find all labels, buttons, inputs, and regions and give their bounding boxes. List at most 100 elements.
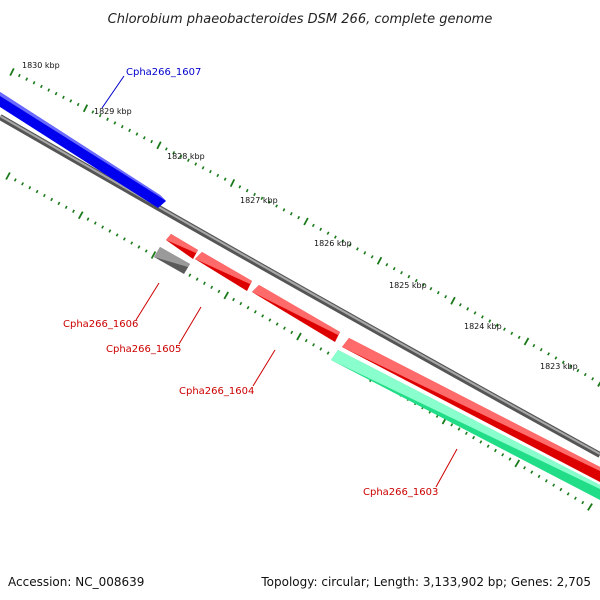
minor-tick bbox=[544, 479, 548, 483]
minor-tick bbox=[268, 318, 272, 322]
kbp-label: 1824 kbp bbox=[464, 322, 502, 331]
minor-tick bbox=[450, 423, 454, 427]
minor-tick bbox=[583, 372, 587, 377]
minor-tick bbox=[86, 217, 90, 221]
minor-tick bbox=[494, 448, 497, 453]
minor-tick bbox=[554, 356, 558, 360]
minor-tick bbox=[209, 169, 212, 174]
minor-tick bbox=[464, 431, 468, 435]
minor-tick bbox=[35, 189, 39, 194]
minor-tick bbox=[253, 192, 256, 197]
minor-tick bbox=[282, 208, 286, 212]
minor-tick bbox=[591, 377, 595, 381]
minor-tick bbox=[311, 223, 315, 228]
minor-tick bbox=[530, 470, 534, 474]
minor-tick bbox=[253, 310, 257, 314]
minor-tick bbox=[64, 205, 68, 209]
minor-tick bbox=[106, 117, 109, 121]
minor-tick bbox=[517, 335, 521, 340]
minor-tick bbox=[289, 212, 293, 216]
inner-tick-ring bbox=[5, 172, 593, 511]
minor-tick bbox=[356, 247, 359, 251]
minor-tick bbox=[319, 347, 323, 351]
minor-tick bbox=[188, 273, 192, 277]
minor-tick bbox=[120, 124, 124, 129]
minor-tick bbox=[574, 496, 577, 500]
gene-label-cpha266-1605[interactable]: Cpha266_1605 bbox=[106, 344, 181, 355]
minor-tick bbox=[223, 177, 227, 181]
minor-tick bbox=[458, 303, 462, 307]
minor-tick bbox=[144, 249, 148, 253]
minor-tick bbox=[457, 427, 461, 431]
minor-tick bbox=[32, 81, 36, 85]
minor-tick bbox=[559, 487, 563, 492]
minor-tick bbox=[348, 243, 352, 247]
kbp-label: 1826 kbp bbox=[314, 239, 352, 248]
minor-tick bbox=[186, 158, 190, 162]
gene-label-cpha266-1604[interactable]: Cpha266_1604 bbox=[179, 386, 254, 397]
minor-tick bbox=[501, 453, 505, 457]
minor-tick bbox=[98, 113, 102, 118]
major-tick bbox=[82, 104, 89, 113]
kbp-label: 1830 kbp bbox=[22, 61, 60, 70]
minor-tick bbox=[25, 77, 29, 81]
kbp-labels: 1830 kbp 1829 kbp 1828 kbp 1827 kbp 1826… bbox=[22, 61, 578, 371]
minor-tick bbox=[429, 287, 433, 291]
minor-tick bbox=[179, 154, 183, 159]
minor-tick bbox=[488, 319, 492, 323]
minor-tick bbox=[422, 282, 426, 287]
major-tick bbox=[223, 291, 229, 300]
major-tick bbox=[303, 217, 309, 226]
minor-tick bbox=[210, 285, 214, 289]
leader-line bbox=[435, 448, 458, 488]
gene-cpha266-1607[interactable] bbox=[0, 92, 166, 208]
leader-line bbox=[101, 75, 125, 109]
minor-tick bbox=[436, 291, 440, 295]
gene-label-cpha266-1603[interactable]: Cpha266_1603 bbox=[363, 487, 438, 498]
minor-tick bbox=[122, 237, 126, 241]
minor-tick bbox=[523, 466, 526, 470]
minor-tick bbox=[537, 474, 541, 479]
gene-cpha266-1603[interactable] bbox=[331, 350, 600, 500]
gene-cpha266-1603-red[interactable] bbox=[342, 338, 600, 482]
gene-label-cpha266-1607[interactable]: Cpha266_1607 bbox=[126, 67, 201, 78]
minor-tick bbox=[194, 162, 198, 166]
minor-tick bbox=[326, 351, 330, 355]
minor-tick bbox=[370, 255, 374, 259]
minor-tick bbox=[57, 201, 61, 206]
minor-tick bbox=[561, 360, 565, 364]
minor-tick bbox=[164, 147, 168, 151]
major-tick bbox=[597, 381, 600, 387]
genome-backbone-highlight bbox=[0, 115, 600, 455]
kbp-label: 1829 kbp bbox=[94, 107, 132, 116]
minor-tick bbox=[47, 88, 51, 92]
minor-tick bbox=[201, 166, 205, 170]
minor-tick bbox=[238, 185, 242, 189]
minor-tick bbox=[508, 457, 512, 461]
minor-tick bbox=[39, 84, 43, 89]
minor-tick bbox=[108, 229, 112, 233]
kbp-label: 1823 kbp bbox=[540, 362, 578, 371]
minor-tick bbox=[203, 281, 206, 285]
gene-cpha266-1606[interactable] bbox=[166, 234, 198, 259]
leader-line bbox=[178, 306, 202, 345]
map-title: Chlorobium phaeobacteroides DSM 266, com… bbox=[108, 12, 493, 27]
minor-tick bbox=[304, 338, 308, 343]
gene-cpha266-1605[interactable] bbox=[195, 252, 252, 291]
minor-tick bbox=[69, 99, 73, 103]
minor-tick bbox=[275, 204, 279, 208]
major-tick bbox=[9, 67, 15, 77]
gene-label-cpha266-1606[interactable]: Cpha266_1606 bbox=[63, 319, 138, 330]
gene-cpha266-1604[interactable] bbox=[252, 285, 340, 342]
gene-feature-gray[interactable] bbox=[154, 247, 190, 274]
minor-tick bbox=[137, 245, 141, 249]
major-tick bbox=[587, 503, 593, 511]
minor-tick bbox=[128, 128, 132, 133]
minor-tick bbox=[532, 343, 536, 348]
minor-tick bbox=[76, 102, 80, 107]
minor-tick bbox=[341, 239, 345, 243]
major-tick bbox=[78, 211, 84, 220]
minor-tick bbox=[130, 241, 134, 245]
minor-tick bbox=[466, 307, 470, 311]
